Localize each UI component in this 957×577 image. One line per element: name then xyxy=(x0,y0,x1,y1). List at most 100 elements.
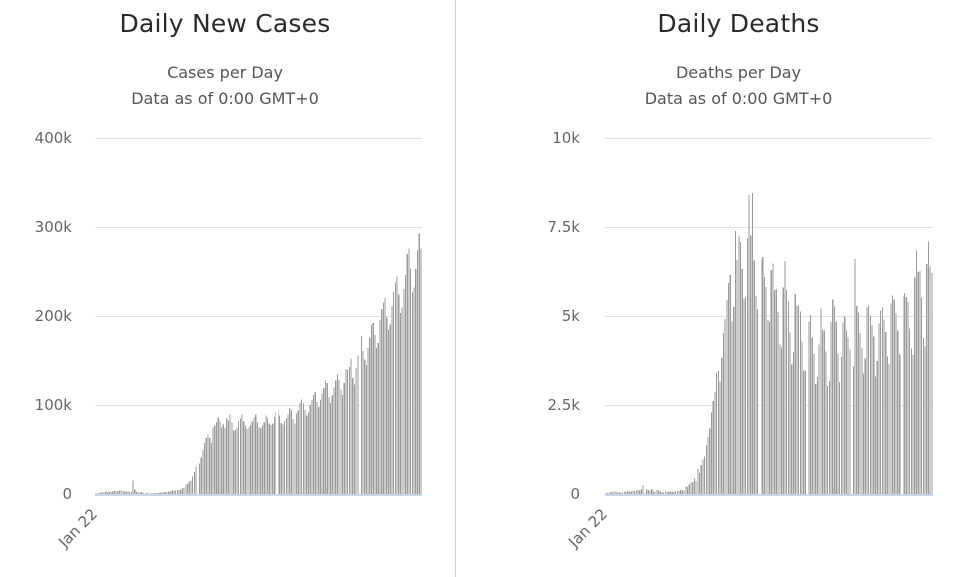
bar[interactable] xyxy=(313,395,315,494)
bar[interactable] xyxy=(117,490,119,494)
bar[interactable] xyxy=(704,456,706,494)
bar[interactable] xyxy=(847,337,849,494)
bar[interactable] xyxy=(695,480,697,494)
bar[interactable] xyxy=(890,303,892,494)
bar[interactable] xyxy=(775,289,777,494)
bar[interactable] xyxy=(931,273,933,494)
bar[interactable] xyxy=(113,491,115,494)
bar[interactable] xyxy=(210,443,212,494)
bar[interactable] xyxy=(229,414,231,494)
bar[interactable] xyxy=(827,385,829,494)
bar[interactable] xyxy=(799,311,801,494)
bar[interactable] xyxy=(685,485,687,494)
bar[interactable] xyxy=(352,377,354,494)
bar[interactable] xyxy=(881,307,883,494)
bar[interactable] xyxy=(738,235,740,494)
bar[interactable] xyxy=(411,292,413,494)
bar[interactable] xyxy=(304,410,306,494)
bar[interactable] xyxy=(267,417,269,494)
bar[interactable] xyxy=(912,354,914,494)
bar[interactable] xyxy=(698,472,701,494)
bar[interactable] xyxy=(664,491,666,494)
bar[interactable] xyxy=(219,420,221,494)
bar[interactable] xyxy=(360,336,362,494)
bar[interactable] xyxy=(115,491,117,494)
bar[interactable] xyxy=(866,307,868,494)
bar[interactable] xyxy=(123,491,126,494)
bar[interactable] xyxy=(813,354,815,494)
bar[interactable] xyxy=(416,250,419,494)
bar[interactable] xyxy=(379,319,381,494)
cases-plot-area[interactable] xyxy=(95,130,422,502)
bar[interactable] xyxy=(357,355,359,494)
bar[interactable] xyxy=(786,290,788,494)
bar[interactable] xyxy=(175,490,177,494)
bar[interactable] xyxy=(399,312,402,494)
bar[interactable] xyxy=(311,400,313,494)
bar[interactable] xyxy=(728,282,730,494)
bar[interactable] xyxy=(839,382,841,494)
bar[interactable] xyxy=(852,366,854,494)
bar[interactable] xyxy=(794,293,796,494)
bar[interactable] xyxy=(892,295,894,494)
bar[interactable] xyxy=(238,420,240,494)
bar[interactable] xyxy=(668,491,670,494)
bar[interactable] xyxy=(625,491,627,494)
bar[interactable] xyxy=(818,344,820,494)
bar[interactable] xyxy=(926,263,928,494)
bar[interactable] xyxy=(714,391,716,494)
bar[interactable] xyxy=(183,487,185,494)
bar[interactable] xyxy=(606,493,608,494)
bar[interactable] xyxy=(634,490,636,494)
bar[interactable] xyxy=(627,491,629,494)
bar[interactable] xyxy=(198,463,201,494)
bar[interactable] xyxy=(885,332,887,494)
bar[interactable] xyxy=(676,491,678,494)
bar[interactable] xyxy=(343,382,345,494)
bar[interactable] xyxy=(611,492,613,494)
bar[interactable] xyxy=(289,408,291,494)
bar[interactable] xyxy=(127,491,129,494)
bar[interactable] xyxy=(295,413,298,494)
bar[interactable] xyxy=(796,305,798,494)
bar[interactable] xyxy=(106,492,109,494)
bar[interactable] xyxy=(391,305,393,494)
bar[interactable] xyxy=(673,491,675,494)
bar[interactable] xyxy=(618,492,620,494)
bar[interactable] xyxy=(666,491,668,494)
bar[interactable] xyxy=(362,350,364,494)
bar[interactable] xyxy=(152,493,155,494)
bar[interactable] xyxy=(632,490,634,494)
bar[interactable] xyxy=(755,296,757,494)
bar[interactable] xyxy=(811,337,813,494)
bar[interactable] xyxy=(724,318,726,494)
bar[interactable] xyxy=(147,493,149,494)
bar[interactable] xyxy=(260,427,262,494)
bar[interactable] xyxy=(895,313,897,494)
bar[interactable] xyxy=(158,492,160,494)
bar[interactable] xyxy=(661,492,663,494)
bar[interactable] xyxy=(856,305,858,494)
bar[interactable] xyxy=(125,491,127,494)
bar[interactable] xyxy=(381,309,383,494)
bar[interactable] xyxy=(719,381,721,494)
bar[interactable] xyxy=(324,380,327,494)
bar[interactable] xyxy=(753,260,755,494)
bar[interactable] xyxy=(135,491,138,494)
bar[interactable] xyxy=(209,437,211,494)
bar[interactable] xyxy=(258,427,260,494)
bar[interactable] xyxy=(705,444,707,494)
bar[interactable] xyxy=(193,471,195,494)
bar[interactable] xyxy=(808,321,810,494)
bar[interactable] xyxy=(314,392,316,494)
bar[interactable] xyxy=(215,422,218,494)
bar[interactable] xyxy=(101,492,103,494)
bar[interactable] xyxy=(769,322,771,494)
bar[interactable] xyxy=(864,358,866,494)
bar[interactable] xyxy=(130,492,132,494)
bar[interactable] xyxy=(630,491,632,494)
bar[interactable] xyxy=(743,298,745,494)
bar[interactable] xyxy=(639,490,641,494)
bar[interactable] xyxy=(651,489,653,494)
bar[interactable] xyxy=(234,430,236,494)
